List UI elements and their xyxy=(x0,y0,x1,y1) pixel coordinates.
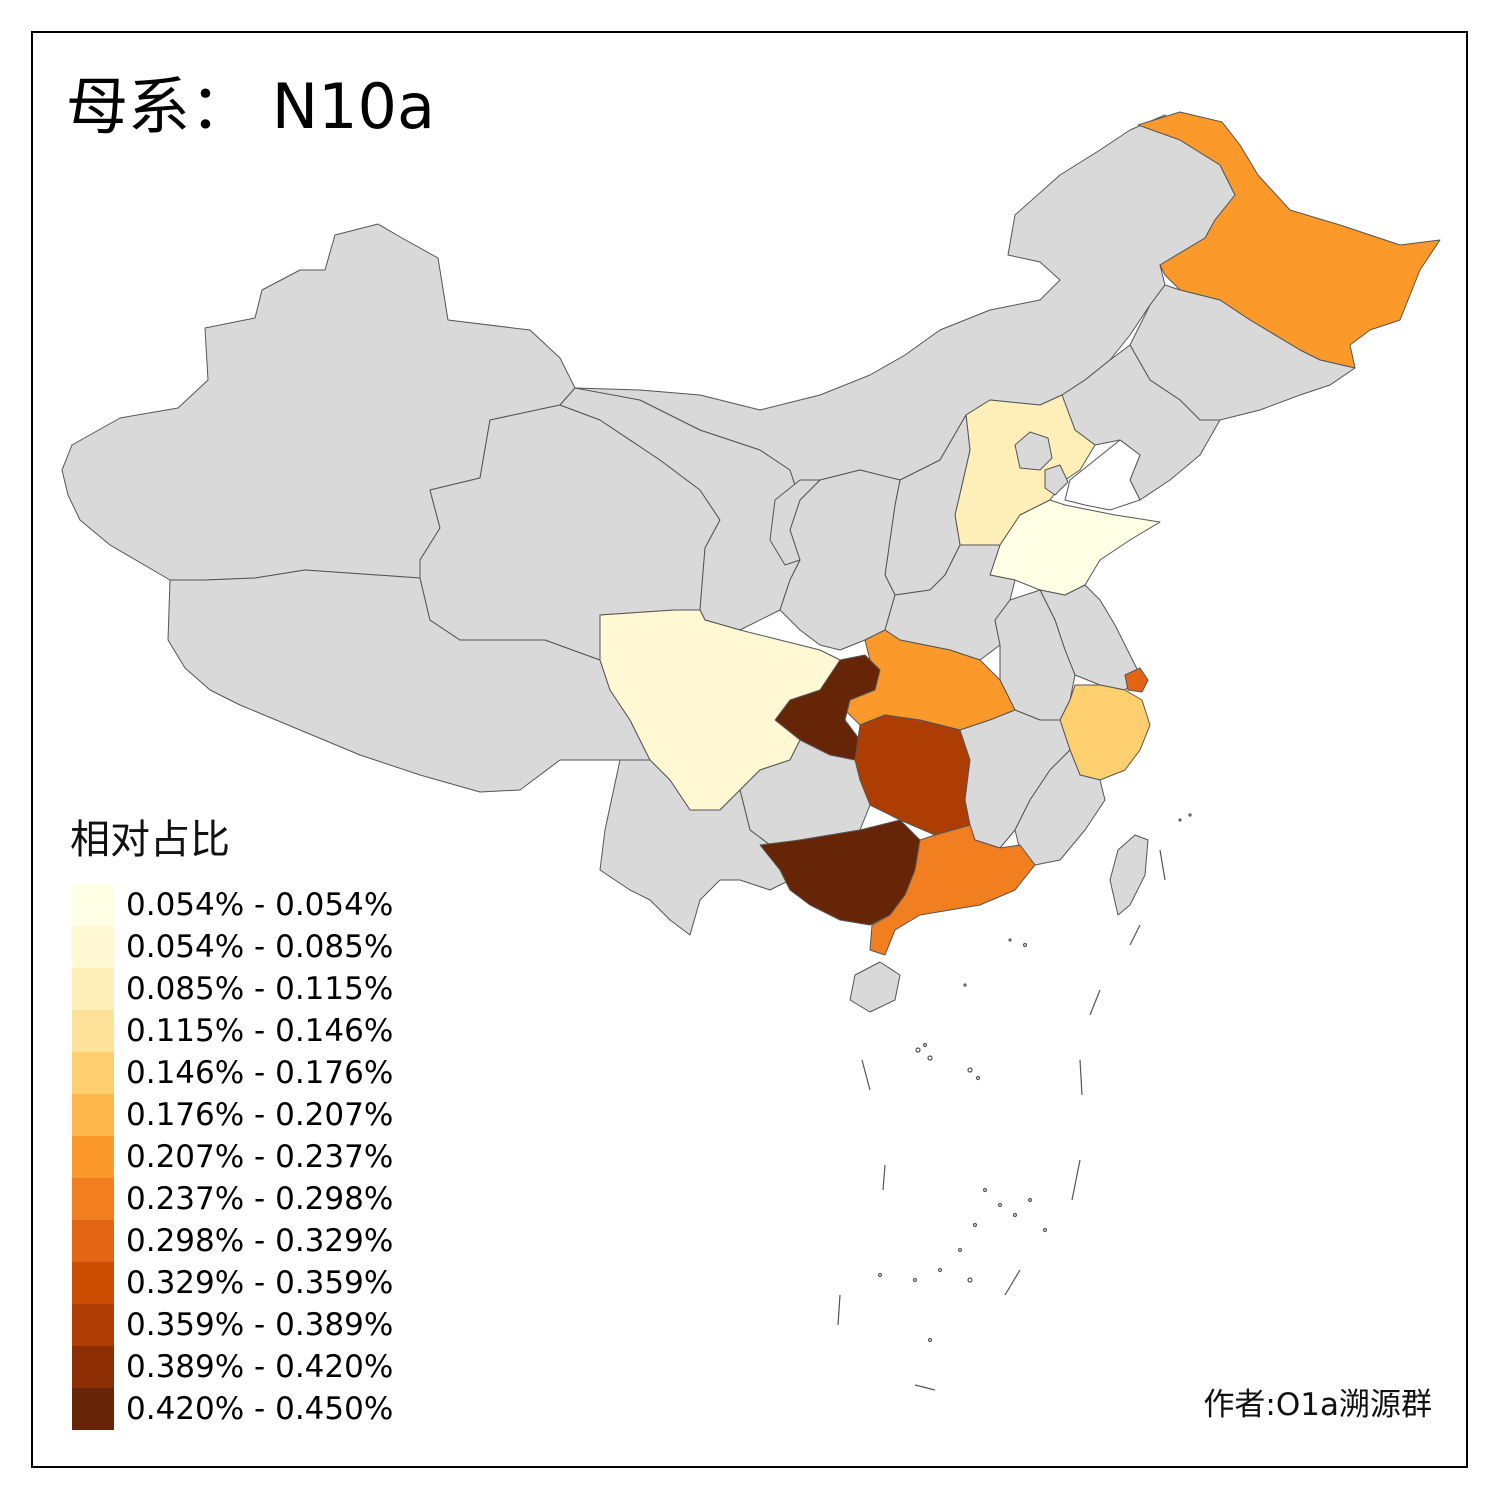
legend-item: 0.298% - 0.329% xyxy=(72,1220,402,1262)
legend-item: 0.054% - 0.085% xyxy=(72,926,402,968)
legend-item: 0.329% - 0.359% xyxy=(72,1262,402,1304)
legend-item: 0.146% - 0.176% xyxy=(72,1052,402,1094)
legend-item: 0.359% - 0.389% xyxy=(72,1304,402,1346)
legend-label: 0.146% - 0.176% xyxy=(126,1055,394,1091)
legend-swatch xyxy=(72,1304,114,1346)
legend-item: 0.176% - 0.207% xyxy=(72,1094,402,1136)
bohai-sea xyxy=(1064,439,1141,511)
legend-label: 0.054% - 0.085% xyxy=(126,929,394,965)
legend-swatch xyxy=(72,1388,114,1430)
legend-label: 0.207% - 0.237% xyxy=(126,1139,394,1175)
region-guangdong xyxy=(869,824,1036,956)
region-taiwan xyxy=(1109,834,1149,916)
legend: 0.054% - 0.054% 0.054% - 0.085% 0.085% - 0… xyxy=(72,884,402,1430)
legend-item: 0.420% - 0.450% xyxy=(72,1388,402,1430)
legend-title: 相对占比 xyxy=(70,817,230,863)
legend-swatch xyxy=(72,1346,114,1388)
legend-label: 0.237% - 0.298% xyxy=(126,1181,394,1217)
legend-swatch xyxy=(72,1094,114,1136)
legend-swatch xyxy=(72,968,114,1010)
legend-item: 0.085% - 0.115% xyxy=(72,968,402,1010)
map-title: 母系： N10a xyxy=(66,70,435,143)
legend-label: 0.054% - 0.054% xyxy=(126,887,394,923)
region-ningxia xyxy=(769,479,821,566)
region-yunnan xyxy=(599,759,791,936)
region-shandong xyxy=(989,499,1161,596)
region-fujian xyxy=(1014,749,1106,866)
legend-item: 0.207% - 0.237% xyxy=(72,1136,402,1178)
author-credit: 作者:O1a溯源群 xyxy=(1203,1387,1432,1423)
legend-label: 0.176% - 0.207% xyxy=(126,1097,394,1133)
legend-item: 0.389% - 0.420% xyxy=(72,1346,402,1388)
legend-swatch xyxy=(72,1262,114,1304)
south-china-sea-islands xyxy=(837,813,1192,1391)
legend-swatch xyxy=(72,1220,114,1262)
legend-swatch xyxy=(72,1136,114,1178)
legend-label: 0.389% - 0.420% xyxy=(126,1349,394,1385)
legend-swatch xyxy=(72,884,114,926)
region-beijing xyxy=(1014,431,1053,471)
legend-swatch xyxy=(72,1052,114,1094)
legend-swatch xyxy=(72,926,114,968)
legend-label: 0.115% - 0.146% xyxy=(126,1013,394,1049)
legend-label: 0.085% - 0.115% xyxy=(126,971,394,1007)
legend-label: 0.329% - 0.359% xyxy=(126,1265,394,1301)
region-hainan xyxy=(849,961,901,1013)
legend-item: 0.237% - 0.298% xyxy=(72,1178,402,1220)
legend-label: 0.298% - 0.329% xyxy=(126,1223,394,1259)
legend-swatch xyxy=(72,1010,114,1052)
region-liaoning xyxy=(1061,344,1221,501)
region-tianjin xyxy=(1044,464,1069,496)
region-shanghai xyxy=(1124,667,1149,693)
region-hunan xyxy=(854,714,971,836)
legend-item: 0.054% - 0.054% xyxy=(72,884,402,926)
legend-label: 0.359% - 0.389% xyxy=(126,1307,394,1343)
legend-swatch xyxy=(72,1178,114,1220)
legend-label: 0.420% - 0.450% xyxy=(126,1391,394,1427)
legend-item: 0.115% - 0.146% xyxy=(72,1010,402,1052)
